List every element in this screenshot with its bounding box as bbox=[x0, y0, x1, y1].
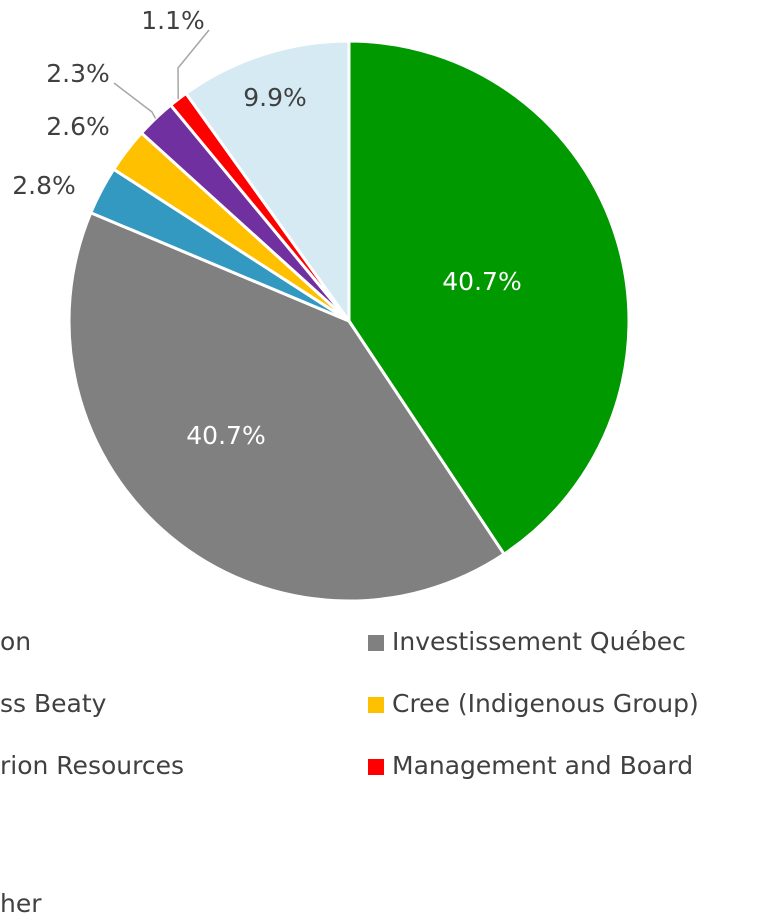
legend-marker bbox=[368, 635, 384, 651]
legend-label: Investissement Québec bbox=[392, 627, 686, 656]
legend-marker bbox=[368, 759, 384, 775]
data-label: 2.8% bbox=[12, 171, 76, 200]
data-label: 1.1% bbox=[141, 6, 205, 35]
data-label: 40.7% bbox=[442, 267, 521, 296]
legend-label: her bbox=[0, 889, 42, 918]
leader-line bbox=[113, 82, 157, 119]
legend-label: ss Beaty bbox=[0, 689, 107, 718]
leader-line bbox=[177, 29, 210, 100]
data-label: 2.3% bbox=[46, 59, 110, 88]
data-label: 9.9% bbox=[243, 83, 307, 112]
pie-slice bbox=[183, 39, 351, 326]
legend-label: on bbox=[0, 627, 31, 656]
data-label: 40.7% bbox=[186, 421, 265, 450]
legend-marker bbox=[368, 697, 384, 713]
pie-slice bbox=[67, 210, 507, 603]
legend-label: Cree (Indigenous Group) bbox=[392, 689, 699, 718]
legend-label: Management and Board bbox=[392, 751, 693, 780]
legend-label: rion Resources bbox=[0, 751, 184, 780]
data-label: 2.6% bbox=[46, 112, 110, 141]
